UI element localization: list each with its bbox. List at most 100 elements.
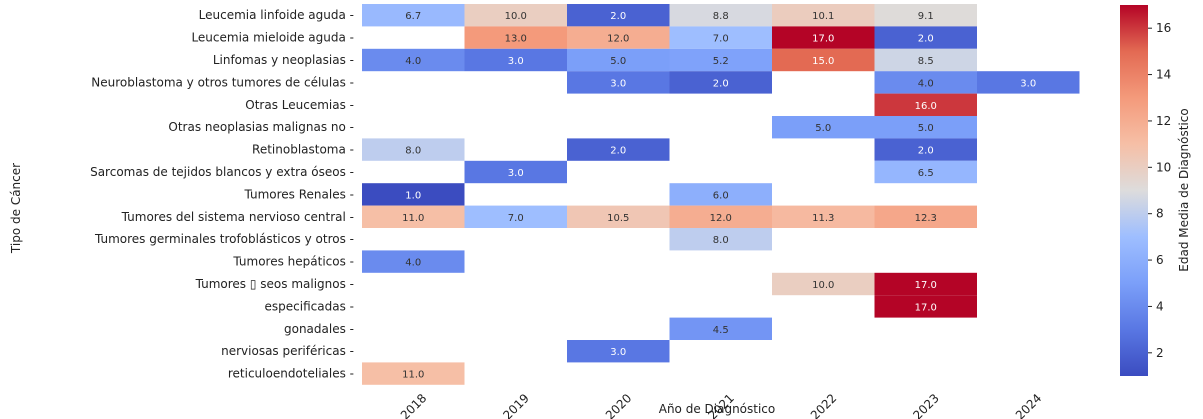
cell-value-label: 11.0	[402, 213, 424, 224]
cell-value-label: 11.3	[812, 213, 834, 224]
heatmap-cell	[567, 26, 670, 49]
row-labels: Leucemia linfoide aguda - Leucemia mieloi…	[90, 8, 354, 380]
cell-value-label: 10.5	[607, 213, 629, 224]
cell-value-label: 2.0	[610, 11, 626, 22]
heatmap-cell	[362, 48, 465, 72]
row-label: gonadales -	[284, 322, 354, 336]
heatmap-cell	[567, 4, 670, 27]
heatmap-cell	[874, 272, 977, 296]
heatmap-cell	[567, 71, 670, 94]
row-label: Retinoblastoma -	[252, 143, 354, 157]
colorbar-ticks: 2 4 6 8 10 12 14 16	[1148, 21, 1171, 360]
cell-value-label: 1.0	[405, 190, 421, 201]
cell-value-label: 2.0	[918, 34, 934, 45]
cell-value-label: 7.0	[508, 213, 524, 224]
heatmap-cell	[669, 205, 772, 228]
heatmap-cell	[669, 317, 772, 340]
heatmap-cell	[567, 205, 670, 228]
heatmap-cell	[669, 228, 772, 251]
row-label: Leucemia linfoide aguda -	[199, 8, 354, 22]
column-label: 2018	[398, 391, 429, 419]
cell-value-label: 12.0	[710, 213, 732, 224]
heatmap-cells: 6.7 10.0 2.0 8.8 10.1 9.1 13.0 12.0 7.0 17.0 2.0 4.…	[362, 4, 1080, 385]
heatmap-cell	[362, 205, 465, 228]
row-label: Neuroblastoma y otros tumores de células…	[91, 75, 354, 89]
cell-value-label: 12.0	[607, 34, 629, 45]
cell-value-label: 10.0	[505, 11, 527, 22]
heatmap-cell	[874, 138, 977, 161]
cell-value-label: 5.0	[815, 123, 831, 134]
heatmap-cell	[669, 71, 772, 94]
cell-value-label: 8.5	[918, 56, 934, 67]
row-label: especificadas -	[265, 299, 354, 313]
heatmap-cell	[464, 4, 567, 27]
cell-value-label: 6.0	[713, 190, 729, 201]
colorbar-tick-label: 10	[1156, 160, 1171, 174]
heatmap-cell	[977, 71, 1080, 94]
cell-value-label: 17.0	[915, 302, 937, 313]
heatmap-cell	[464, 26, 567, 49]
colorbar-title: Edad Media de Diagnóstico	[1177, 108, 1191, 271]
colorbar-tick-label: 8	[1156, 207, 1164, 221]
heatmap-cell	[669, 48, 772, 72]
heatmap-cell	[464, 160, 567, 184]
heatmap-cell	[772, 116, 875, 139]
y-axis-title: Tipo de Cáncer	[9, 163, 23, 254]
heatmap-cell	[362, 183, 465, 206]
row-label: nerviosas periféricas -	[221, 344, 354, 358]
heatmap-cell	[874, 71, 977, 94]
cell-value-label: 6.5	[918, 168, 934, 179]
heatmap-cell	[874, 295, 977, 318]
cell-value-label: 3.0	[610, 78, 626, 89]
heatmap-cell	[772, 272, 875, 296]
heatmap-cell	[772, 48, 875, 72]
heatmap-cell	[362, 138, 465, 161]
row-label: Tumores del sistema nervioso central -	[121, 210, 354, 224]
heatmap-cell	[567, 48, 670, 72]
heatmap-cell	[772, 4, 875, 27]
heatmap-cell	[874, 116, 977, 139]
heatmap-cell	[874, 26, 977, 49]
x-axis-title: Año de Diagnóstico	[659, 402, 776, 416]
cell-value-label: 3.0	[508, 56, 524, 67]
heatmap-cell	[567, 138, 670, 161]
cell-value-label: 10.1	[812, 11, 834, 22]
cell-value-label: 17.0	[915, 280, 937, 291]
colorbar-tick-label: 16	[1156, 21, 1171, 35]
heatmap-cell	[464, 48, 567, 72]
heatmap-cell	[669, 4, 772, 27]
heatmap-cell	[772, 26, 875, 49]
cell-value-label: 8.0	[713, 235, 729, 246]
cell-value-label: 5.0	[918, 123, 934, 134]
cell-value-label: 8.8	[713, 11, 729, 22]
heatmap-cell	[669, 26, 772, 49]
column-label: 2022	[808, 391, 839, 419]
row-label: Tumores Renales -	[243, 187, 354, 201]
cell-value-label: 8.0	[405, 146, 421, 157]
heatmap-cell	[874, 4, 977, 27]
cell-value-label: 6.7	[405, 11, 421, 22]
row-label: Tumores ▯ seos malignos -	[195, 277, 354, 291]
cell-value-label: 12.3	[915, 213, 937, 224]
heatmap-cell	[362, 250, 465, 273]
cell-value-label: 17.0	[812, 34, 834, 45]
heatmap-cell	[464, 205, 567, 228]
cell-value-label: 2.0	[610, 146, 626, 157]
cell-value-label: 9.1	[918, 11, 934, 22]
colorbar-tick-label: 2	[1156, 346, 1164, 360]
cell-value-label: 4.0	[918, 78, 934, 89]
cell-value-label: 4.0	[405, 258, 421, 269]
column-label: 2024	[1013, 391, 1044, 419]
row-label: Otras neoplasias malignas no -	[168, 120, 354, 134]
cell-value-label: 11.0	[402, 370, 424, 381]
heatmap-cell	[362, 362, 465, 385]
colorbar-tick-label: 12	[1156, 114, 1171, 128]
column-label: 2020	[603, 391, 634, 419]
heatmap-cell	[874, 205, 977, 228]
colorbar	[1120, 5, 1148, 376]
row-label: reticuloendoteliales -	[228, 367, 354, 381]
heatmap-cell	[362, 4, 465, 27]
row-label: Tumores germinales trofoblásticos y otro…	[94, 232, 354, 246]
heatmap-cell	[772, 205, 875, 228]
cell-value-label: 3.0	[1020, 78, 1036, 89]
